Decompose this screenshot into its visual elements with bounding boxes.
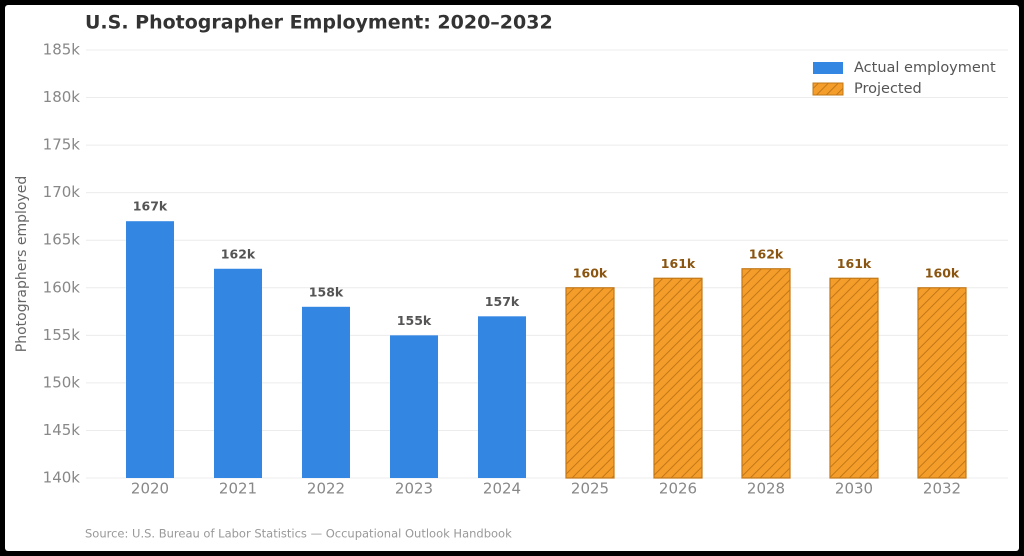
y-tick-label: 185k — [43, 41, 81, 59]
y-tick-label: 165k — [43, 231, 81, 249]
x-tick-label: 2032 — [923, 480, 961, 498]
y-tick-label: 150k — [43, 373, 81, 391]
y-axis-label: Photographers employed — [14, 176, 30, 352]
bar — [565, 287, 615, 479]
y-tick-label: 155k — [43, 326, 81, 344]
chart-title: U.S. Photographer Employment: 2020–2032 — [85, 12, 553, 34]
y-tick-label: 180k — [43, 88, 81, 106]
legend-swatch — [813, 62, 843, 74]
value-label: 161k — [661, 256, 696, 271]
bar — [390, 335, 438, 478]
value-label: 160k — [925, 265, 960, 280]
bar — [829, 277, 879, 479]
bar — [302, 306, 350, 478]
x-tick-label: 2023 — [395, 480, 433, 498]
y-tick-label: 145k — [43, 421, 81, 439]
bar — [741, 268, 791, 479]
y-tick-label: 170k — [43, 183, 81, 201]
legend-label: Actual employment — [854, 60, 996, 76]
y-tick-label: 175k — [43, 136, 81, 154]
bar — [653, 277, 703, 479]
value-label: 162k — [221, 246, 256, 261]
value-label: 167k — [133, 199, 168, 214]
y-tick-label: 140k — [43, 469, 81, 487]
y-tick-label: 160k — [43, 278, 81, 296]
legend-label: Projected — [854, 81, 922, 97]
bar — [126, 221, 174, 478]
value-label: 161k — [837, 256, 872, 271]
bar — [917, 287, 967, 479]
x-tick-label: 2024 — [483, 480, 521, 498]
x-tick-label: 2022 — [307, 480, 345, 498]
bar — [478, 316, 526, 478]
value-label: 158k — [309, 284, 344, 299]
value-label: 157k — [485, 294, 520, 309]
value-label: 160k — [573, 265, 608, 280]
value-label: 155k — [397, 313, 432, 328]
legend-swatch — [812, 82, 844, 96]
x-tick-label: 2020 — [131, 480, 169, 498]
source-note: Source: U.S. Bureau of Labor Statistics … — [85, 527, 512, 541]
x-tick-label: 2025 — [571, 480, 609, 498]
x-tick-label: 2030 — [835, 480, 873, 498]
x-tick-label: 2028 — [747, 480, 785, 498]
x-tick-label: 2026 — [659, 480, 697, 498]
bar — [214, 268, 262, 478]
value-label: 162k — [749, 246, 784, 261]
x-tick-label: 2021 — [219, 480, 257, 498]
